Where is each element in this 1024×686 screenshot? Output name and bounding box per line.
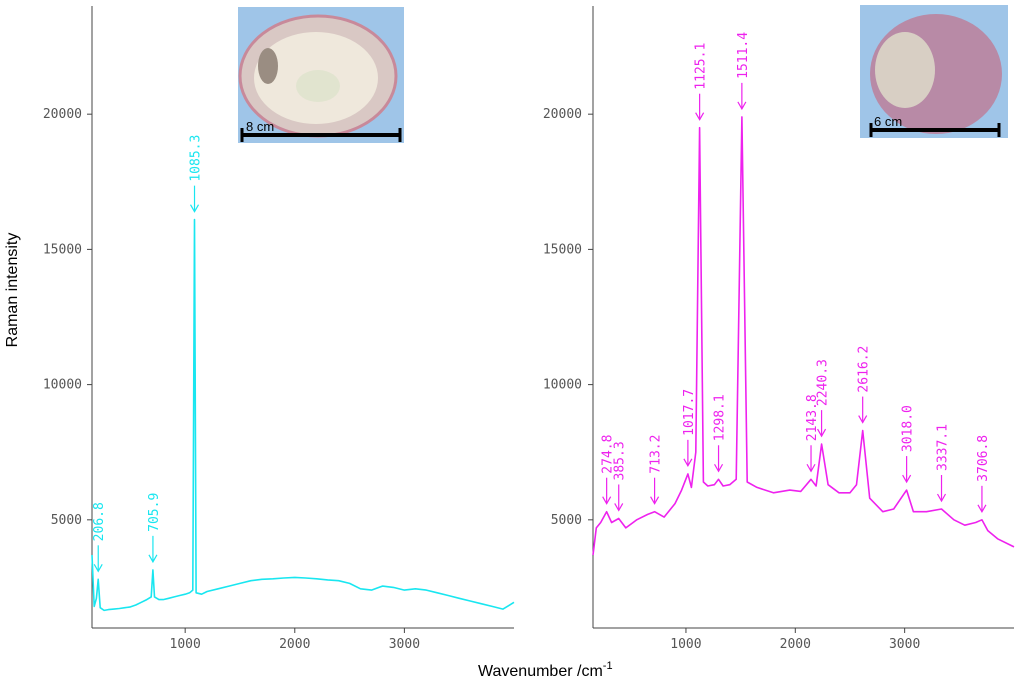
peak-annotation: 2143.8 — [805, 394, 820, 473]
y-tick-label: 20000 — [543, 107, 582, 122]
y-tick-label: 15000 — [43, 242, 82, 257]
right-shell-highlight — [875, 32, 935, 108]
peak-annotation: 1125.1 — [694, 43, 709, 121]
peak-arrowhead — [806, 463, 816, 473]
x-tick-label: 1000 — [170, 637, 201, 652]
x-tick-label: 3000 — [889, 637, 920, 652]
peak-arrowhead — [936, 493, 947, 503]
peak-label: 3706.8 — [976, 435, 991, 482]
x-tick-label: 2000 — [780, 637, 811, 652]
left-scale-bar: 8 cm — [240, 119, 402, 142]
peak-label: 206.8 — [92, 502, 107, 541]
series-line — [91, 218, 515, 612]
peak-label: 2143.8 — [805, 394, 820, 441]
left-shell-photo — [238, 7, 404, 143]
series-line — [592, 116, 1015, 556]
y-tick-label: 20000 — [43, 107, 82, 122]
peak-label: 2240.3 — [816, 359, 831, 406]
peak-annotation: 385.3 — [613, 441, 628, 512]
peak-arrowhead — [614, 503, 624, 512]
peak-label: 1017.7 — [682, 389, 697, 436]
peak-label: 2616.2 — [857, 346, 872, 393]
y-tick-label: 5000 — [51, 513, 82, 528]
x-tick-label: 2000 — [279, 637, 310, 652]
peak-arrowhead — [977, 504, 987, 514]
peak-annotation: 1511.4 — [736, 32, 751, 111]
y-tick-label: 15000 — [543, 242, 582, 257]
right-chart: 5000 10000 15000 20000 1000 2000 3000 274.8385… — [543, 5, 1015, 652]
peak-arrowhead — [602, 496, 612, 505]
right-scale-bar: 6 cm — [869, 114, 1001, 137]
peak-label: 705.9 — [147, 493, 162, 532]
peak-annotation: 3018.0 — [901, 405, 916, 484]
peak-annotation: 713.2 — [649, 435, 664, 505]
left-series — [91, 218, 515, 612]
peak-annotation: 1085.3 — [189, 135, 204, 213]
peak-annotation: 2616.2 — [857, 346, 872, 424]
right-grid-axes: 5000 10000 15000 20000 1000 2000 3000 — [543, 6, 1014, 652]
peak-arrowhead — [189, 204, 200, 213]
right-series — [592, 116, 1015, 556]
x-tick-label: 1000 — [670, 637, 701, 652]
x-axis-label-exponent: -1 — [603, 660, 613, 672]
peak-annotation: 274.8 — [601, 435, 616, 505]
peak-arrowhead — [737, 101, 747, 111]
left-chart: 5000 10000 15000 20000 1000 2000 3000 206.8 705… — [43, 6, 515, 652]
peak-arrowhead — [650, 496, 660, 505]
left-shell-muscle-scar — [296, 70, 340, 102]
y-tick-label: 10000 — [543, 378, 582, 393]
peak-arrowhead — [858, 415, 868, 424]
peak-label: 274.8 — [601, 435, 616, 474]
peak-arrowhead — [714, 463, 724, 473]
peak-arrowhead — [695, 112, 705, 121]
left-peaks: 206.8 705.9 1085.3 — [92, 135, 204, 573]
peak-annotation: 705.9 — [147, 493, 162, 564]
peak-label: 1125.1 — [694, 43, 709, 90]
peak-label: 713.2 — [649, 435, 664, 474]
peak-annotation: 206.8 — [92, 502, 107, 573]
x-axis-label: Wavenumber /cm-1 — [478, 660, 613, 680]
right-shell-photo — [860, 5, 1008, 138]
y-axis-label: Raman intensity — [4, 233, 21, 348]
peak-label: 3018.0 — [901, 405, 916, 452]
y-tick-label: 10000 — [43, 378, 82, 393]
left-scale-bar-label: 8 cm — [246, 119, 274, 134]
x-tick-label: 3000 — [389, 637, 420, 652]
peak-arrowhead — [817, 428, 827, 438]
peak-arrowhead — [902, 474, 912, 484]
peak-arrowhead — [148, 554, 158, 564]
peak-label: 1298.1 — [713, 394, 728, 441]
x-axis-label-main: Wavenumber /cm — [478, 663, 603, 680]
left-grid-axes: 5000 10000 15000 20000 1000 2000 3000 — [43, 6, 514, 652]
peak-annotation: 1298.1 — [713, 394, 728, 473]
y-tick-label: 5000 — [551, 513, 582, 528]
peak-annotation: 3337.1 — [936, 424, 951, 503]
peak-arrowhead — [683, 458, 693, 468]
peak-annotation: 2240.3 — [816, 359, 831, 438]
peak-annotation: 3706.8 — [976, 435, 991, 514]
left-shell-hinge — [258, 48, 278, 84]
peak-label: 3337.1 — [936, 424, 951, 471]
peak-label: 1085.3 — [189, 135, 204, 182]
right-scale-bar-label: 6 cm — [874, 114, 902, 129]
peak-annotation: 1017.7 — [682, 389, 697, 468]
peak-label: 385.3 — [613, 441, 628, 480]
peak-arrowhead — [93, 564, 103, 573]
peak-label: 1511.4 — [736, 32, 751, 79]
